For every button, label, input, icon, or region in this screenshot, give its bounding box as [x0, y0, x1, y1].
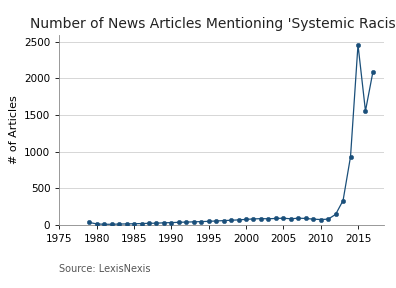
Title: Number of News Articles Mentioning 'Systemic Racism': Number of News Articles Mentioning 'Syst… — [30, 17, 396, 31]
Y-axis label: # of Articles: # of Articles — [9, 95, 19, 164]
Text: Source: LexisNexis: Source: LexisNexis — [59, 264, 151, 274]
